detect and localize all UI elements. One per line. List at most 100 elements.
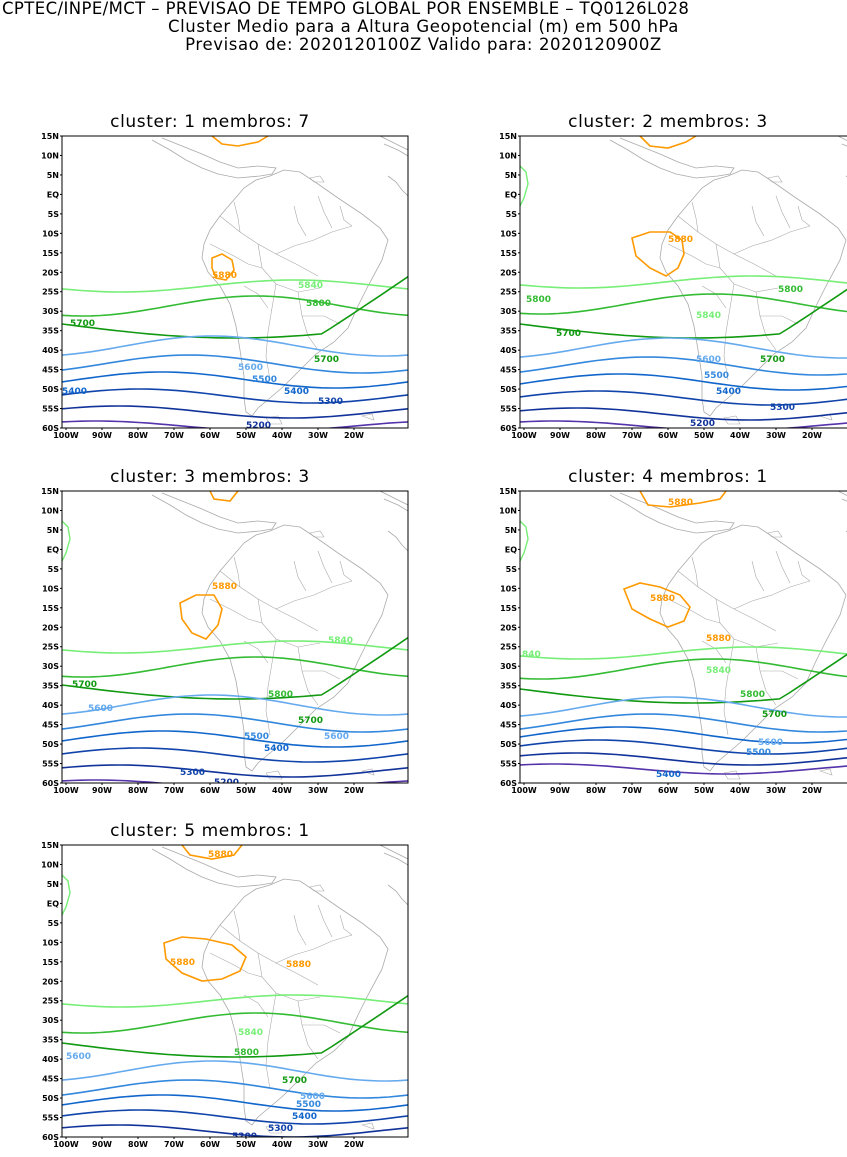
lon-tick-label: 80W	[128, 1140, 148, 1149]
lon-tick-label: 20W	[344, 786, 364, 795]
lat-tick-label: 5S	[506, 210, 518, 219]
lat-tick-label: 35S	[500, 682, 517, 691]
contour-5100	[520, 763, 847, 775]
cluster-1-panel: cluster: 1 membros: 7 15N 10N 5N EQ 5S 10S 15S…	[30, 112, 409, 442]
lat-tick-label: 15N	[41, 841, 59, 850]
map-cluster-1: 15N10N5NEQ5S10S15S20S25S30S35S40S45S50S5…	[41, 132, 409, 440]
lat-tick-label: 30S	[500, 307, 517, 316]
contour-label: 5840	[238, 1028, 263, 1038]
lat-tick-label: 10N	[41, 860, 59, 869]
contour-label: 5800	[778, 285, 803, 295]
contour-5500	[62, 1079, 408, 1099]
contour-5800	[62, 295, 408, 317]
contour-label: 5840	[706, 666, 731, 676]
contour-label: 5880	[170, 958, 195, 968]
lon-tick-label: 100W	[53, 786, 79, 795]
lat-tick-label: 25S	[500, 288, 517, 297]
lat-tick-label: EQ	[505, 190, 517, 199]
lat-tick-label: 5N	[47, 880, 59, 889]
lat-tick-label: 10N	[41, 506, 59, 515]
contour-label: 5800	[268, 690, 293, 700]
lon-tick-label: 40W	[272, 431, 292, 440]
contour-label: 5700	[762, 710, 787, 720]
contour-5880-north	[639, 491, 727, 508]
cluster-5-panel: cluster: 5 membros: 1 15N 10N 5N EQ 5S 10S 15S…	[30, 821, 409, 1151]
contour-5840-eq	[520, 520, 529, 562]
lon-tick-label: 50W	[694, 786, 714, 795]
lat-tick-label: 40S	[500, 701, 517, 710]
lat-tick-label: 25S	[42, 997, 59, 1006]
lat-tick-label: 60S	[42, 424, 59, 433]
contour-label: 5200	[214, 778, 239, 788]
contour-5500	[62, 713, 408, 733]
contour-5600	[520, 337, 847, 359]
lat-tick-label: 10N	[41, 151, 59, 160]
header-line-2: Cluster Medio para a Altura Geopotencial…	[167, 17, 680, 36]
contour-label: 5600	[324, 732, 349, 742]
lat-tick-label: 55S	[42, 760, 59, 769]
contour-5400	[62, 371, 408, 389]
contour-5200	[520, 407, 847, 421]
contour-label: 5400	[284, 387, 309, 397]
contour-5840	[62, 640, 408, 654]
lon-tick-label: 60W	[200, 786, 220, 795]
lat-tick-label: 30S	[42, 1016, 59, 1025]
south-america-coastline	[201, 878, 389, 1126]
contour-label: 5880	[668, 235, 693, 245]
lon-tick-label: 40W	[272, 786, 292, 795]
lat-tick-label: 5S	[48, 919, 60, 928]
lon-tick-label: 60W	[658, 786, 678, 795]
contour-label: 5700	[314, 355, 339, 365]
lat-tick-label: 10S	[500, 584, 517, 593]
contour-label: 5600	[300, 1092, 325, 1102]
contour-5500	[520, 713, 847, 733]
contour-5700	[520, 288, 847, 339]
lon-tick-label: 80W	[128, 786, 148, 795]
contour-label: 5700	[70, 319, 95, 329]
contour-5880-north	[639, 136, 697, 149]
cluster-4-title: cluster: 4 membros: 1	[568, 467, 768, 487]
contour-label: 5880	[668, 498, 693, 508]
cluster-1-title: cluster: 1 membros: 7	[110, 112, 310, 132]
lon-tick-label: 30W	[308, 1140, 328, 1149]
contour-label: 5200	[690, 419, 715, 429]
contour-label: 5500	[704, 371, 729, 381]
map-cluster-4: 15N 10N 5N EQ 5S 10S 15S 20S 25S 30S 35S 40S 45S 50S 5…	[499, 487, 847, 795]
lat-tick-label: 60S	[500, 424, 517, 433]
cluster-3-panel: cluster: 3 membros: 3 15N 10N 5N EQ 5S 10S 15S…	[30, 467, 409, 797]
contour-5800	[520, 658, 847, 680]
lon-tick-label: 50W	[236, 431, 256, 440]
contour-5700	[62, 637, 408, 700]
lon-tick-label: 70W	[164, 1140, 184, 1149]
contour-5200	[62, 764, 408, 778]
contour-label: 5400	[716, 387, 741, 397]
contour-5400	[62, 1094, 408, 1112]
lat-tick-label: 60S	[42, 779, 59, 788]
lat-tick-label: 10S	[500, 229, 517, 238]
contour-label: 5200	[246, 421, 271, 431]
contour-label: 5500	[244, 732, 269, 742]
contour-5800	[520, 293, 847, 315]
contour-label: 5700	[760, 355, 785, 365]
lon-tick-label: 50W	[236, 1140, 256, 1149]
lon-tick-label: 90W	[550, 786, 570, 795]
lat-tick-label: 10N	[499, 151, 517, 160]
contour-label: 5300	[180, 768, 205, 778]
contour-label: 5700	[556, 329, 581, 339]
lat-tick-label: 30S	[42, 307, 59, 316]
contour-label: 5800	[526, 295, 551, 305]
contour-5300	[62, 1109, 408, 1125]
lon-tick-label: 20W	[344, 431, 364, 440]
lat-tick-label: 35S	[500, 327, 517, 336]
lon-tick-label: 90W	[550, 431, 570, 440]
lat-tick-label: 40S	[42, 1055, 59, 1064]
contour-5840	[62, 279, 408, 293]
contour-5840-eq	[62, 520, 71, 562]
contour-5100	[62, 420, 408, 428]
contour-label: 5800	[306, 299, 331, 309]
contour-5880-north	[209, 491, 239, 502]
lon-tick-label: 70W	[622, 786, 642, 795]
map-cluster-3: 15N 10N 5N EQ 5S 10S 15S 20S 25S 30S 35S 40S 45S 50S 5…	[41, 487, 409, 795]
lat-tick-label: 40S	[42, 346, 59, 355]
contour-label: 5500	[252, 375, 277, 385]
